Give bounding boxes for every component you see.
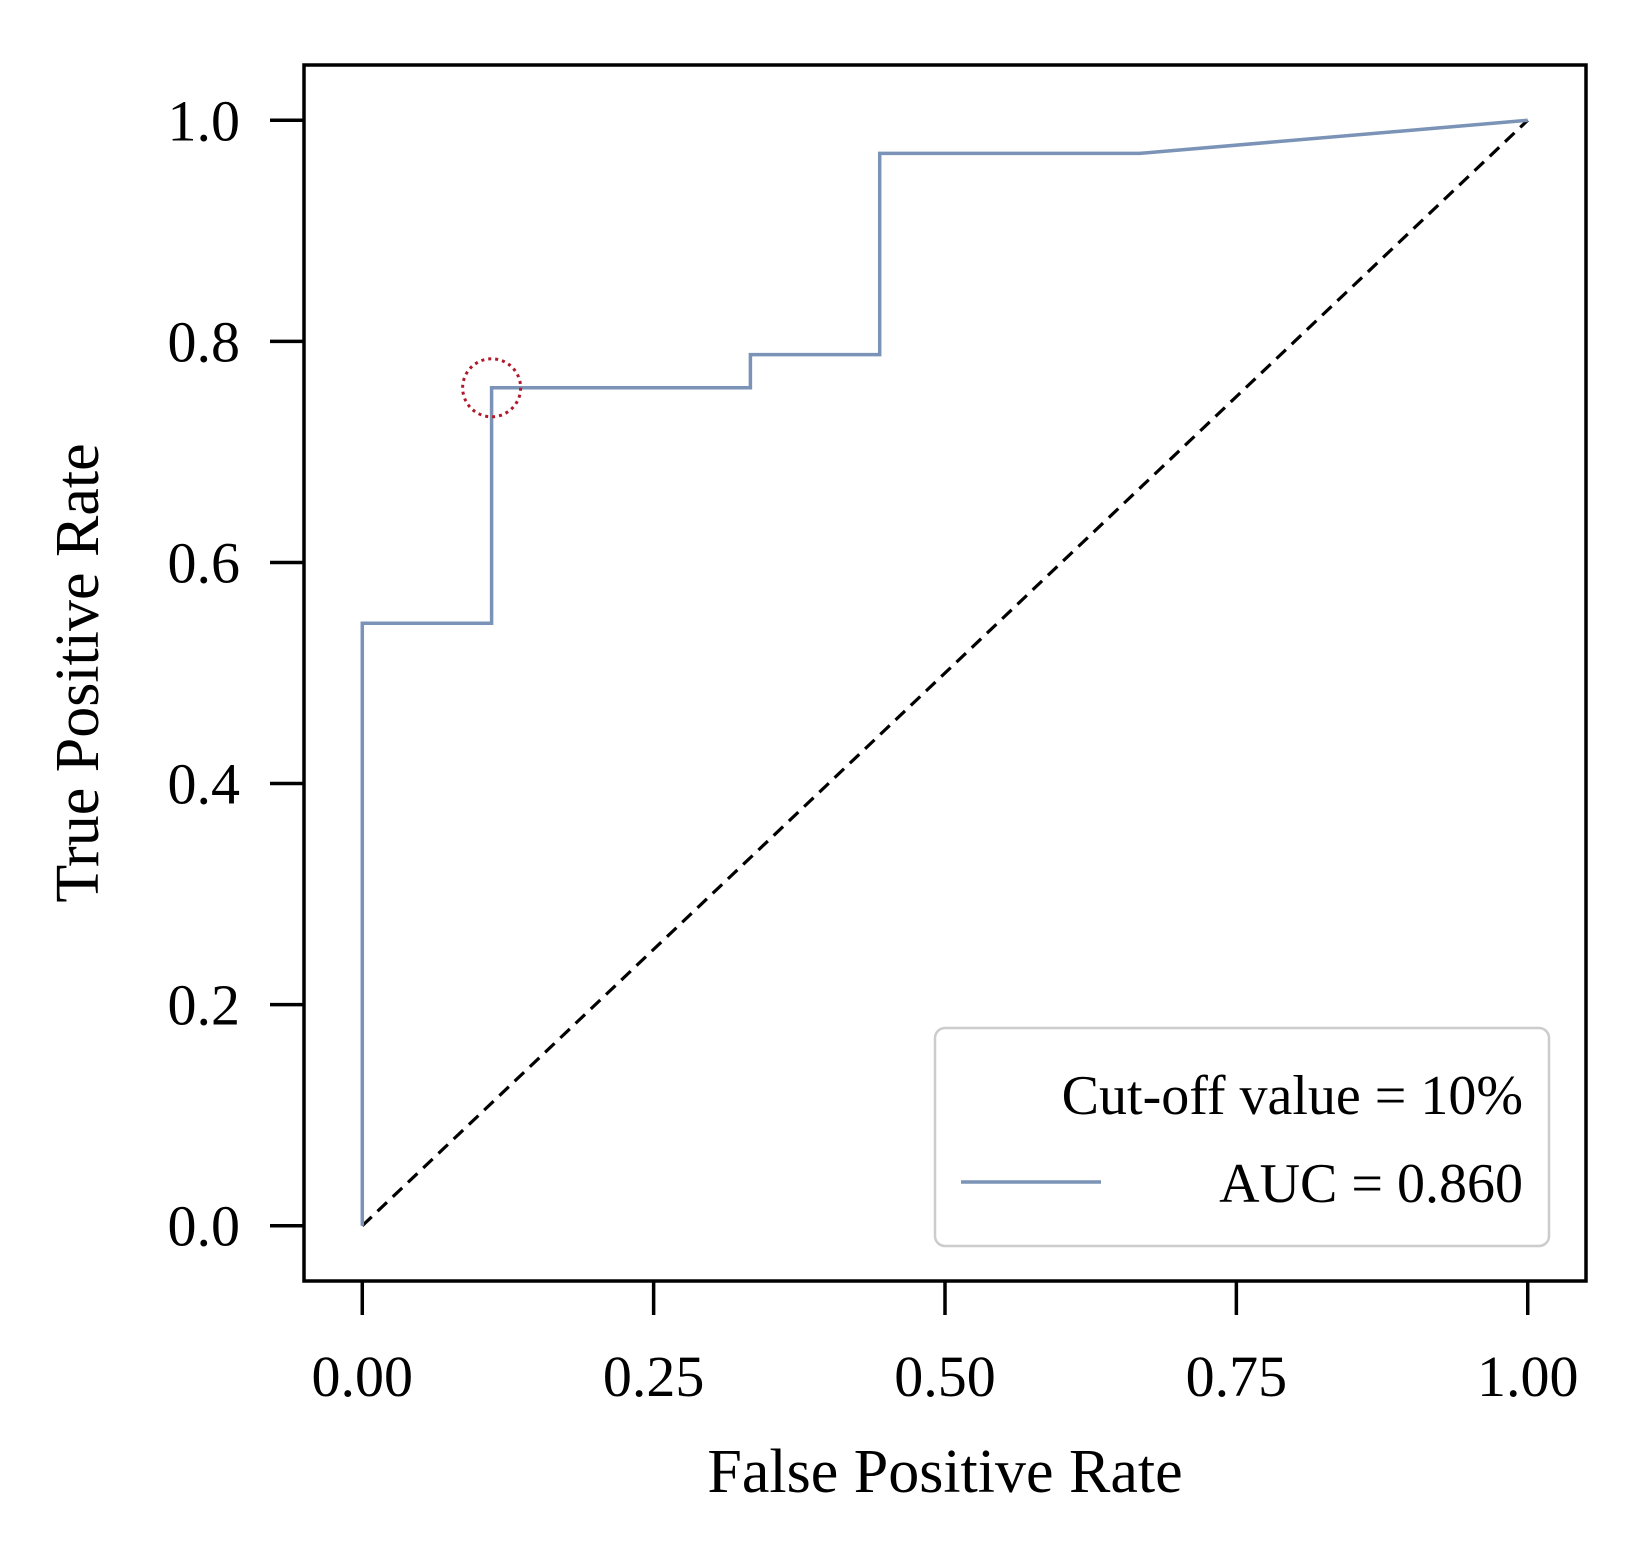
reference-diagonal-line (361, 119, 1529, 1227)
legend: Cut-off value = 10% AUC = 0.860 (933, 1026, 1551, 1248)
y-tick-label: 0.6 (168, 530, 241, 595)
x-tick-label: 0.25 (603, 1344, 705, 1409)
y-tick-label: 0.8 (168, 309, 241, 374)
y-tick-label: 1.0 (168, 88, 241, 153)
y-tick-label: 0.4 (168, 752, 241, 817)
cutoff-marker (461, 357, 523, 419)
x-tick-label: 0.50 (894, 1344, 996, 1409)
legend-series-label: AUC = 0.860 (1219, 1153, 1523, 1215)
legend-box (933, 1026, 1551, 1248)
legend-title: Cut-off value = 10% (1062, 1065, 1523, 1127)
x-tick-label: 1.00 (1477, 1344, 1579, 1409)
x-axis-label: False Positive Rate (707, 1438, 1182, 1506)
x-tick-label: 0.75 (1186, 1344, 1288, 1409)
ticks-layer: 0.00 0.25 0.50 0.75 1.00 0.0 0.2 0.4 0.6 0.8 1.0 (168, 88, 1579, 1409)
plot-layer (360, 118, 1529, 1227)
y-tick-label: 0.0 (168, 1194, 241, 1259)
x-tick-label: 0.00 (312, 1344, 414, 1409)
y-tick-label: 0.2 (168, 973, 241, 1038)
roc-curve-line-0 (360, 118, 1528, 1226)
y-axis-label: True Positive Rate (44, 443, 112, 902)
